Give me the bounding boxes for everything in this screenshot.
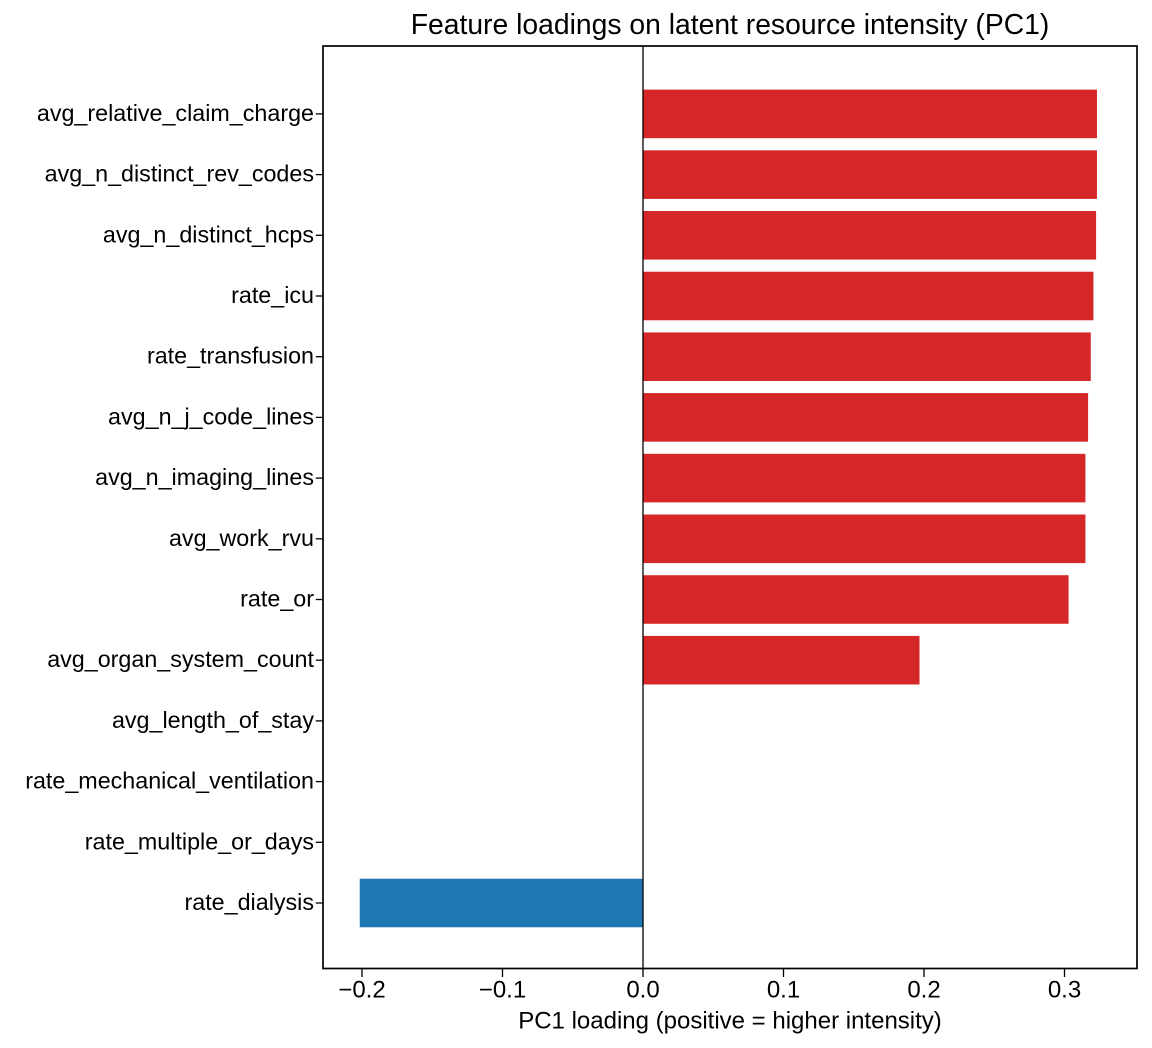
svg-text:rate_mechanical_ventilation: rate_mechanical_ventilation <box>25 768 314 794</box>
svg-text:Feature loadings on latent res: Feature loadings on latent resource inte… <box>411 8 1050 40</box>
svg-text:avg_n_imaging_lines: avg_n_imaging_lines <box>95 464 314 490</box>
svg-text:avg_relative_claim_charge: avg_relative_claim_charge <box>37 100 314 126</box>
svg-text:−0.1: −0.1 <box>479 977 526 1004</box>
svg-text:rate_icu: rate_icu <box>231 282 314 308</box>
svg-text:rate_dialysis: rate_dialysis <box>185 889 315 915</box>
svg-text:−0.2: −0.2 <box>338 977 385 1004</box>
svg-text:0.0: 0.0 <box>626 977 659 1004</box>
svg-text:avg_n_j_code_lines: avg_n_j_code_lines <box>108 403 314 429</box>
svg-text:avg_n_distinct_hcps: avg_n_distinct_hcps <box>103 221 314 247</box>
svg-text:PC1 loading (positive = higher: PC1 loading (positive = higher intensity… <box>518 1008 942 1035</box>
svg-text:rate_multiple_or_days: rate_multiple_or_days <box>85 828 314 854</box>
svg-text:avg_length_of_stay: avg_length_of_stay <box>112 707 314 733</box>
svg-text:0.1: 0.1 <box>767 977 800 1004</box>
svg-text:0.3: 0.3 <box>1048 977 1081 1004</box>
svg-text:rate_or: rate_or <box>240 586 314 612</box>
svg-text:avg_work_rvu: avg_work_rvu <box>169 525 314 551</box>
svg-text:avg_organ_system_count: avg_organ_system_count <box>47 646 314 672</box>
svg-text:avg_n_distinct_rev_codes: avg_n_distinct_rev_codes <box>45 161 314 187</box>
svg-text:rate_transfusion: rate_transfusion <box>147 343 314 369</box>
svg-text:0.2: 0.2 <box>907 977 940 1004</box>
